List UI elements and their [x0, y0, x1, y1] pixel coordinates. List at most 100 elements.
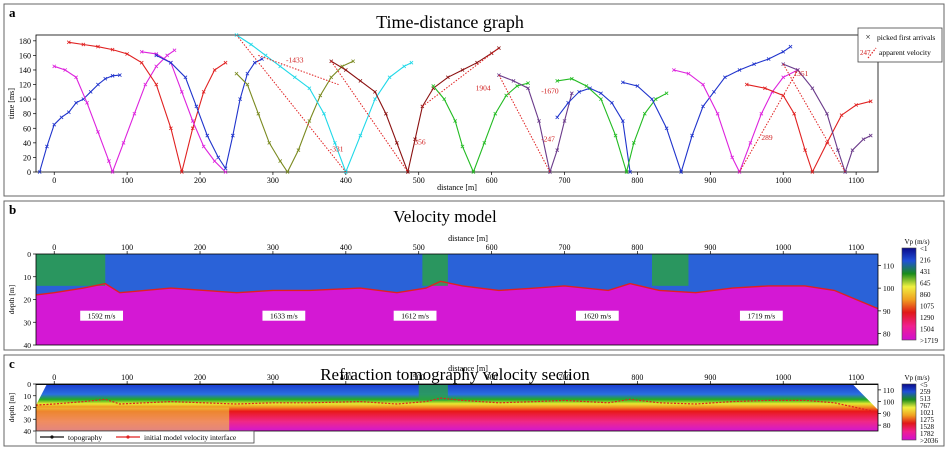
picked-arrival-point — [413, 137, 417, 142]
x-tick-label: 400 — [340, 373, 352, 382]
picked-arrival-point — [256, 111, 261, 116]
picked-arrival-point — [861, 137, 866, 142]
picked-arrival-point — [74, 75, 78, 80]
x-tick-label: 500 — [413, 373, 425, 382]
picked-arrival-point — [763, 86, 767, 91]
picked-arrival-point — [179, 89, 184, 94]
picked-arrival-point — [701, 104, 705, 109]
legend-c: topography initial model velocity interf… — [35, 430, 255, 444]
panel-c-letter: c — [9, 356, 15, 371]
colorbar-label: 216 — [920, 257, 931, 265]
picked-arrival-point — [343, 170, 348, 174]
x-tick-label: 200 — [194, 176, 206, 185]
picked-arrival-point — [358, 79, 363, 83]
picked-arrival-point — [117, 73, 122, 77]
picked-arrival-point — [66, 110, 71, 115]
picked-arrival-point — [63, 68, 68, 72]
picked-arrival-point — [511, 79, 516, 83]
apparent-velocity-label: -331 — [330, 145, 344, 154]
picked-arrival-point — [569, 76, 574, 81]
panel-b-letter: b — [9, 202, 16, 217]
layer-velocity-label-box — [262, 310, 306, 321]
legend-a-picked-label: picked first arrivals — [877, 33, 935, 42]
y-tick-label: 80 — [23, 110, 31, 119]
x-tick-label: 200 — [194, 373, 206, 382]
picked-arrival-point — [205, 133, 210, 138]
altitude-tick-label: 110 — [883, 386, 894, 395]
picked-arrival-point — [110, 73, 115, 78]
picked-arrival-point — [759, 111, 764, 116]
picked-arrival-point — [664, 126, 669, 131]
depth-tick-label: 0 — [27, 250, 31, 259]
picked-arrival-point — [515, 84, 520, 88]
picked-arrival-point — [537, 119, 541, 123]
picked-arrival-point — [88, 89, 93, 94]
x-tick-label: 1000 — [775, 176, 791, 185]
traveltime-series-10 — [556, 87, 631, 173]
picked-arrival-point — [599, 91, 603, 96]
legend-a-picked-marker: × — [865, 32, 870, 42]
picked-arrival-point — [168, 60, 173, 65]
legend-a-apparent-sample: 247 — [860, 49, 871, 57]
x-tick-label: 700 — [559, 176, 571, 185]
picked-arrival-point — [292, 75, 297, 80]
picked-arrival-point — [45, 144, 49, 149]
velocity-model-green-zone — [652, 254, 689, 286]
picked-arrival-point — [121, 140, 126, 145]
picked-arrival-point — [172, 48, 177, 53]
picked-arrival-point — [631, 140, 636, 145]
x-tick-label: 300 — [267, 373, 279, 382]
picked-arrival-point — [103, 76, 108, 81]
picked-arrival-point — [278, 64, 283, 69]
x-tick-label: 800 — [631, 243, 643, 252]
picked-arrival-point — [635, 84, 640, 88]
picked-arrival-point — [216, 155, 221, 160]
picked-arrival-point — [566, 100, 571, 105]
x-tick-label: 600 — [486, 176, 498, 185]
panel-c-title: Refraction tomography velocity section — [320, 365, 590, 384]
layer-velocity-label: 1612 m/s — [401, 312, 429, 321]
picked-arrival-point — [868, 99, 873, 104]
picked-arrival-point — [752, 62, 756, 67]
traveltime-series-12 — [622, 46, 791, 174]
picked-arrival-point — [803, 148, 807, 153]
x-tick-label: 800 — [631, 373, 643, 382]
legend-a-apparent-label: apparent velocity — [879, 48, 931, 57]
picked-arrival-point — [190, 119, 195, 123]
x-tick-label: 300 — [267, 176, 279, 185]
apparent-velocity-label: -1433 — [286, 56, 304, 65]
picked-arrival-point — [825, 111, 829, 116]
picked-arrival-point — [854, 103, 859, 107]
picked-arrival-point — [497, 46, 501, 50]
picked-arrival-point — [307, 119, 312, 123]
layer-velocity-label-box — [393, 310, 437, 321]
colorbar-label: 513 — [920, 395, 931, 403]
picked-arrival-point — [194, 104, 199, 109]
picked-arrival-point — [562, 119, 567, 123]
picked-arrival-point — [584, 84, 589, 88]
picked-arrival-point — [650, 97, 654, 102]
apparent-velocity-fit — [498, 74, 551, 173]
picked-arrival-point — [252, 60, 257, 65]
legend-a: × picked first arrivals 247 apparent vel… — [857, 27, 943, 63]
picked-arrival-point — [52, 122, 57, 127]
traveltime-series-11 — [557, 78, 667, 175]
colorbar-label: >1719 — [920, 337, 938, 345]
altitude-tick-label: 90 — [883, 409, 891, 418]
picked-arrival-point — [836, 148, 840, 153]
picked-arrival-point — [223, 166, 228, 171]
picked-arrival-point — [307, 86, 312, 91]
chart-b-axes-box — [35, 253, 879, 346]
picked-arrival-point — [260, 57, 264, 61]
picked-arrival-point — [343, 68, 348, 72]
x-tick-label: 100 — [121, 373, 133, 382]
picked-arrival-point — [671, 68, 676, 72]
altitude-tick-label: 90 — [883, 307, 891, 316]
picked-arrival-point — [238, 97, 243, 102]
picked-arrival-point — [96, 44, 100, 49]
y-tick-label: 120 — [19, 81, 31, 90]
depth-tick-label: 10 — [24, 273, 32, 282]
picked-arrival-point — [610, 100, 614, 105]
altitude-tick-label: 110 — [883, 261, 894, 270]
